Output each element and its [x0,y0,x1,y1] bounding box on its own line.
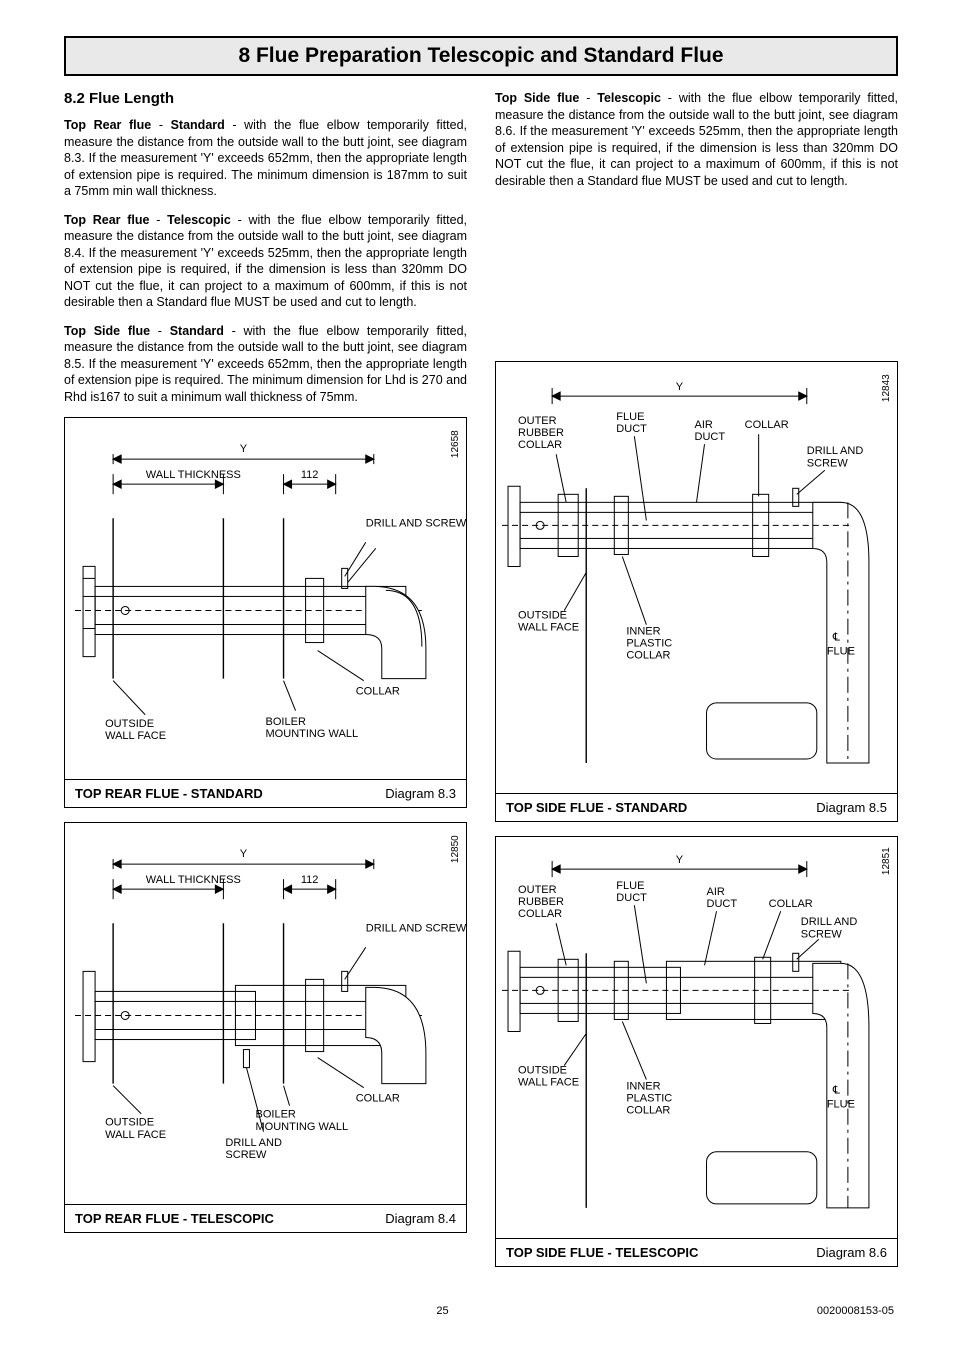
diagram-8-5-svg: Y OUTERRUBBERCOLLAR FLUEDUCT AIRDUCT COL… [496,362,897,793]
sep: - [579,91,597,105]
para-lead: Top Rear flue [64,118,151,132]
diagram-8-6: Y OUTERRUBBERCOLLAR FLUEDUCT AIRDUCT COL… [495,836,898,1267]
svg-text:12850: 12850 [450,835,461,863]
svg-text:INNERPLASTICCOLLAR: INNERPLASTICCOLLAR [626,626,672,662]
svg-text:FLUE: FLUE [827,646,855,658]
svg-text:Y: Y [676,381,684,393]
svg-text:112: 112 [301,874,319,886]
diagram-8-3-footer: TOP REAR FLUE - STANDARD Diagram 8.3 [65,779,466,807]
paragraph-rear-telescopic: Top Rear flue - Telescopic - with the fl… [64,212,467,311]
para-lead: Top Rear flue [64,213,149,227]
diagram-8-4: Y WALL THICKNESS 112 [64,822,467,1233]
svg-text:DRILL AND SCREW: DRILL AND SCREW [366,922,466,934]
sep: - [150,324,170,338]
svg-text:FLUE: FLUE [827,1099,855,1111]
svg-text:℄: ℄ [832,1085,840,1097]
paragraph-side-standard: Top Side flue - Standard - with the flue… [64,323,467,406]
svg-text:112: 112 [301,469,319,481]
svg-text:COLLAR: COLLAR [769,898,813,910]
page-number: 25 [68,1305,817,1317]
svg-text:OUTSIDEWALL FACE: OUTSIDEWALL FACE [518,610,579,634]
left-column: 8.2 Flue Length Top Rear flue - Standard… [64,90,467,1281]
doc-number: 0020008153-05 [817,1305,894,1317]
svg-text:12658: 12658 [450,430,461,458]
diagram-8-3-svg: Y WALL THICKNESS 112 [65,418,466,779]
para-sub: Telescopic [167,213,231,227]
svg-text:DRILL AND SCREW: DRILL AND SCREW [366,517,466,529]
para-lead: Top Side flue [64,324,150,338]
svg-text:FLUEDUCT: FLUEDUCT [616,411,647,435]
svg-text:DRILL ANDSCREW: DRILL ANDSCREW [801,916,858,940]
svg-text:OUTSIDEWALL FACE: OUTSIDEWALL FACE [105,718,166,742]
svg-text:AIRDUCT: AIRDUCT [694,419,725,443]
page: 8 Flue Preparation Telescopic and Standa… [0,0,954,1357]
para-body: - with the flue elbow temporarily fitted… [495,91,898,188]
svg-text:WALL THICKNESS: WALL THICKNESS [146,469,241,481]
diagram-8-3: Y WALL THICKNESS 112 [64,417,467,808]
svg-text:Y: Y [240,443,248,455]
svg-text:DRILL ANDSCREW: DRILL ANDSCREW [225,1137,282,1161]
para-sub: Standard [171,118,225,132]
paragraph-rear-standard: Top Rear flue - Standard - with the flue… [64,117,467,200]
right-column: Top Side flue - Telescopic - with the fl… [495,90,898,1281]
page-footer: 25 0020008153-05 [64,1305,898,1317]
svg-text:12843: 12843 [881,374,892,402]
two-column-layout: 8.2 Flue Length Top Rear flue - Standard… [64,90,898,1281]
diagram-ref: Diagram 8.4 [385,1211,456,1226]
diagram-8-5-footer: TOP SIDE FLUE - STANDARD Diagram 8.5 [496,793,897,821]
diagram-caption: TOP SIDE FLUE - STANDARD [506,800,687,815]
section-title-bar: 8 Flue Preparation Telescopic and Standa… [64,36,898,76]
svg-text:INNERPLASTICCOLLAR: INNERPLASTICCOLLAR [626,1081,672,1117]
diagram-caption: TOP SIDE FLUE - TELESCOPIC [506,1245,698,1260]
para-sub: Telescopic [597,91,661,105]
svg-text:OUTERRUBBERCOLLAR: OUTERRUBBERCOLLAR [518,415,564,451]
svg-text:Y: Y [240,848,248,860]
paragraph-side-telescopic: Top Side flue - Telescopic - with the fl… [495,90,898,189]
svg-text:DRILL ANDSCREW: DRILL ANDSCREW [807,445,864,469]
svg-text:OUTERRUBBERCOLLAR: OUTERRUBBERCOLLAR [518,884,564,920]
svg-text:COLLAR: COLLAR [356,1093,400,1105]
subsection-heading: 8.2 Flue Length [64,90,467,107]
svg-text:BOILERMOUNTING WALL: BOILERMOUNTING WALL [255,1109,348,1133]
svg-text:Y: Y [676,854,684,866]
svg-text:COLLAR: COLLAR [356,686,400,698]
section-title: 8 Flue Preparation Telescopic and Standa… [76,44,886,68]
diagram-caption: TOP REAR FLUE - STANDARD [75,786,263,801]
diagram-ref: Diagram 8.5 [816,800,887,815]
svg-text:AIRDUCT: AIRDUCT [707,886,738,910]
spacer [495,201,898,361]
svg-text:OUTSIDEWALL FACE: OUTSIDEWALL FACE [518,1065,579,1089]
svg-text:BOILERMOUNTING WALL: BOILERMOUNTING WALL [266,716,359,740]
diagram-8-6-footer: TOP SIDE FLUE - TELESCOPIC Diagram 8.6 [496,1238,897,1266]
svg-text:FLUEDUCT: FLUEDUCT [616,880,647,904]
para-sub: Standard [170,324,224,338]
diagram-caption: TOP REAR FLUE - TELESCOPIC [75,1211,274,1226]
sep: - [151,118,170,132]
diagram-8-4-svg: Y WALL THICKNESS 112 [65,823,466,1204]
para-lead: Top Side flue [495,91,579,105]
sep: - [149,213,167,227]
diagram-8-5: Y OUTERRUBBERCOLLAR FLUEDUCT AIRDUCT COL… [495,361,898,822]
diagram-8-6-svg: Y OUTERRUBBERCOLLAR FLUEDUCT AIRDUCT COL… [496,837,897,1238]
svg-text:℄: ℄ [832,632,840,644]
svg-text:OUTSIDEWALL FACE: OUTSIDEWALL FACE [105,1117,166,1141]
diagram-ref: Diagram 8.3 [385,786,456,801]
diagram-8-4-footer: TOP REAR FLUE - TELESCOPIC Diagram 8.4 [65,1204,466,1232]
diagram-ref: Diagram 8.6 [816,1245,887,1260]
svg-text:12851: 12851 [881,847,892,875]
svg-text:COLLAR: COLLAR [745,419,789,431]
svg-text:WALL THICKNESS: WALL THICKNESS [146,874,241,886]
